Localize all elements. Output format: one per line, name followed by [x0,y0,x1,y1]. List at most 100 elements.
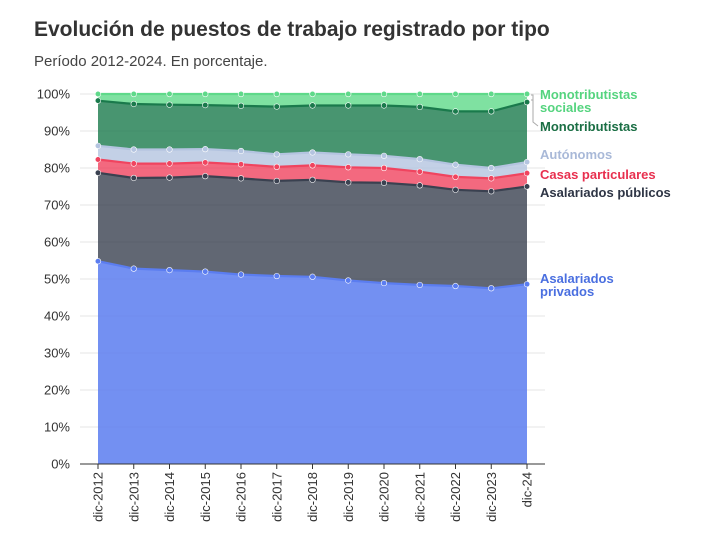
data-point [166,174,173,181]
series-label-line: Asalariados públicos [540,185,671,200]
data-point [94,258,102,265]
data-point [166,90,173,98]
data-point [416,182,423,189]
y-tick-label: 80% [44,161,70,176]
data-point [523,281,531,288]
y-tick-label: 60% [44,235,70,250]
data-point [273,151,280,158]
data-point [345,164,352,171]
series-label-line: Monotributistas [540,87,638,102]
data-point [523,170,531,177]
data-point [166,101,173,108]
y-tick-label: 30% [44,346,70,361]
data-point [345,90,352,98]
data-point [130,174,137,182]
data-point [237,271,245,278]
series-label-line: sociales [540,100,591,115]
data-point [130,90,137,98]
x-tick-label: dic-2015 [198,472,213,522]
label-connector [531,99,539,127]
data-point [488,108,495,115]
y-tick-label: 100% [37,87,71,102]
series-label-0: Asalariados privados [540,271,614,299]
series-label-5: Monotributistas sociales [540,87,638,115]
data-point [166,160,173,167]
data-point [345,179,352,186]
chart-subtitle: Período 2012-2024. En porcentaje. [34,53,268,70]
x-tick-label: dic-2014 [162,472,177,522]
data-point [309,176,316,183]
data-point [237,147,245,155]
data-point [273,90,280,98]
data-point [130,146,137,153]
data-point [202,146,209,153]
x-tick-label: dic-2020 [377,472,392,522]
x-tick-label: dic-2013 [126,472,141,522]
series-label-line: Asalariados [540,271,614,286]
data-point [94,97,102,104]
area-1 [98,172,527,289]
data-point [523,90,531,98]
data-point [416,168,423,175]
data-point [166,267,173,274]
y-tick-label: 0% [51,457,70,472]
data-point [202,159,209,166]
area-0 [98,261,527,464]
data-point [273,272,280,280]
series-label-2: Casas particulares [540,167,656,182]
data-point [345,151,352,158]
x-axis: dic-2012 dic-2013 dic-2014 dic-2015 dic-2016… [91,464,535,522]
data-point [345,277,352,284]
series-label-line: privados [540,284,594,299]
data-point [452,173,459,180]
data-point [416,103,423,111]
series-end-labels: Asalariados privados Asalariados públicos C… [531,87,671,299]
series-label-1: Asalariados públicos [540,185,671,200]
data-point [488,285,495,292]
y-tick-label: 20% [44,383,70,398]
data-point [488,175,495,182]
data-point [130,100,137,108]
y-tick-label: 50% [44,272,70,287]
data-point [452,282,459,290]
y-tick-label: 10% [44,420,70,435]
series-label-4: Monotributistas [540,119,638,134]
data-point [273,163,280,170]
data-point [202,101,209,109]
area-4 [98,100,527,168]
series-label-line: Autónomos [540,147,612,162]
data-point [273,103,280,110]
data-point [202,90,209,98]
data-point [202,268,209,275]
data-point [523,183,531,190]
data-point [345,102,352,109]
x-tick-label: dic-2021 [412,472,427,522]
data-point [94,169,102,176]
data-point [416,90,423,98]
series-label-line: Monotributistas [540,119,638,134]
data-point [523,99,531,106]
data-point [237,161,245,168]
data-point [237,102,245,109]
x-tick-label: dic-2019 [341,472,356,522]
data-point [309,90,316,98]
data-point [416,281,423,289]
data-point [380,102,388,109]
data-point [237,175,245,182]
series-areas [98,94,527,464]
series-label-3: Autónomos [540,147,612,162]
data-point [309,273,316,280]
data-point [488,90,495,98]
data-point [130,160,137,167]
chart-title: Evolución de puestos de trabajo registra… [34,18,550,41]
series-points [94,90,531,292]
data-point [309,149,316,156]
y-tick-label: 90% [44,124,70,139]
x-tick-label: dic-2023 [484,472,499,522]
data-point [416,156,423,163]
x-tick-label: dic-2018 [305,472,320,522]
data-point [452,90,459,98]
x-tick-label: dic-2022 [448,472,463,522]
data-point [309,102,316,109]
